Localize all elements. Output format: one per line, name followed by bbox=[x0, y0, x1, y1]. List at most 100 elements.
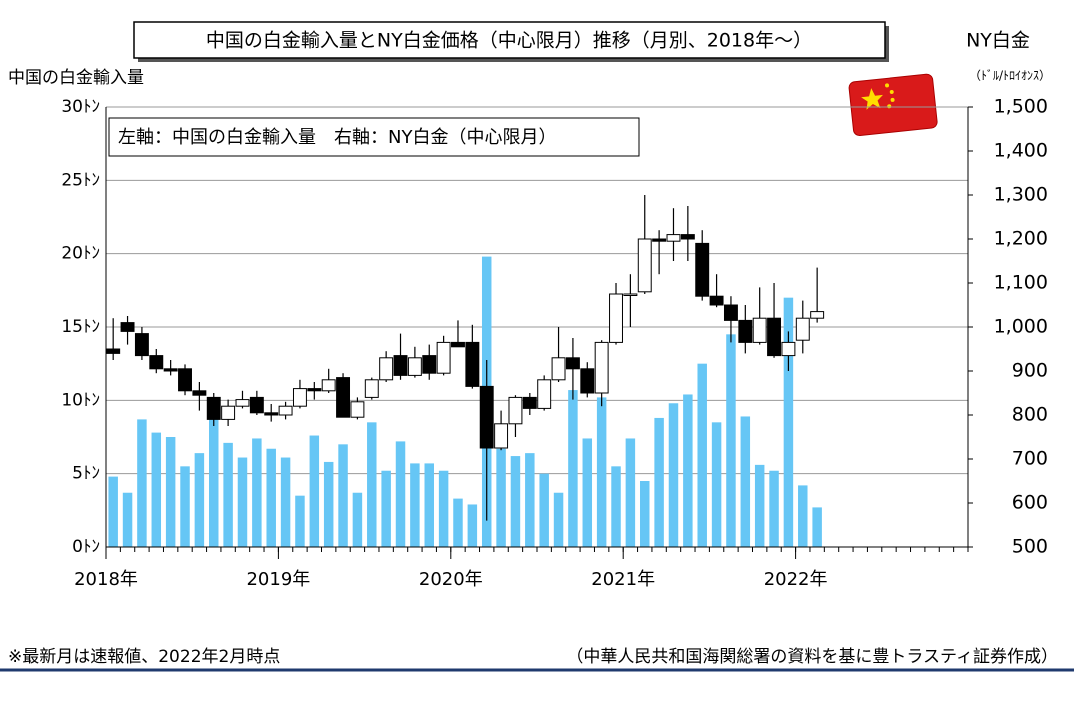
candle-body bbox=[350, 401, 365, 418]
y2-axis-label: NY白金 bbox=[966, 30, 1030, 52]
bar bbox=[683, 394, 693, 547]
bar bbox=[352, 492, 363, 547]
candle-body bbox=[565, 357, 580, 370]
y2-tick-label: 1,500 bbox=[994, 96, 1048, 118]
x-tick-label: 2020年 bbox=[419, 569, 483, 590]
flag-body bbox=[848, 73, 938, 137]
candle-body bbox=[336, 377, 351, 418]
flag-star bbox=[885, 83, 890, 88]
flag-star bbox=[889, 89, 894, 94]
candle-body bbox=[292, 388, 307, 407]
x-tick-label: 2018年 bbox=[74, 569, 138, 590]
candle-body bbox=[537, 379, 552, 409]
candle-body bbox=[120, 322, 135, 332]
bar bbox=[295, 495, 305, 547]
bar bbox=[338, 444, 348, 547]
candle-body bbox=[767, 317, 782, 357]
bar bbox=[625, 438, 636, 547]
bar bbox=[697, 363, 707, 547]
bar bbox=[812, 507, 822, 547]
candle-body bbox=[436, 341, 451, 374]
bar bbox=[525, 453, 535, 547]
bar bbox=[568, 390, 578, 547]
bar bbox=[180, 466, 190, 547]
bar bbox=[266, 448, 276, 547]
candle-body bbox=[551, 357, 566, 381]
candle-body bbox=[752, 317, 767, 343]
y2-tick-label: 1,300 bbox=[994, 184, 1048, 206]
x-tick-label: 2021年 bbox=[591, 569, 655, 590]
y2-tick-label: 700 bbox=[1012, 448, 1048, 470]
candle-body bbox=[479, 385, 494, 449]
candle-body bbox=[134, 333, 149, 357]
bar bbox=[798, 485, 808, 547]
candle-body bbox=[321, 379, 336, 392]
bar bbox=[611, 466, 621, 547]
bar bbox=[726, 334, 736, 547]
bar bbox=[381, 470, 391, 547]
x-tick-label: 2019年 bbox=[246, 569, 310, 590]
y-axis-label: 中国の白金輸入量 bbox=[8, 68, 144, 88]
candle-body bbox=[221, 405, 236, 420]
candle-body bbox=[364, 379, 379, 398]
candle-body bbox=[623, 293, 638, 296]
candle-body bbox=[666, 234, 681, 242]
flag-star bbox=[861, 88, 883, 110]
candle-body bbox=[192, 390, 207, 396]
candle-body bbox=[594, 341, 609, 394]
candle-body bbox=[709, 295, 724, 306]
y-tick-label: 25ﾄﾝ bbox=[61, 170, 100, 190]
bar bbox=[553, 492, 564, 547]
x-tick-label: 2022年 bbox=[764, 569, 828, 590]
candle-body bbox=[422, 355, 437, 374]
bar bbox=[122, 492, 133, 547]
bar bbox=[165, 437, 176, 547]
candle-body bbox=[163, 368, 178, 372]
y-tick-label: 0ﾄﾝ bbox=[72, 537, 100, 557]
candle-body bbox=[149, 355, 164, 370]
candle-body bbox=[695, 242, 710, 297]
candle-body bbox=[508, 396, 523, 425]
bar bbox=[209, 417, 219, 547]
bar bbox=[783, 297, 794, 547]
y2-tick-label: 1,000 bbox=[994, 316, 1048, 338]
candle-body bbox=[652, 238, 667, 242]
candle-body bbox=[795, 317, 810, 341]
bar bbox=[467, 504, 478, 547]
y-tick-label: 30ﾄﾝ bbox=[61, 97, 100, 117]
candle-body bbox=[781, 341, 796, 357]
candle-body bbox=[522, 396, 537, 409]
candle-body bbox=[278, 405, 293, 416]
candle-body bbox=[738, 319, 753, 343]
bar bbox=[668, 403, 679, 547]
y2-tick-label: 1,400 bbox=[994, 140, 1048, 162]
y2-tick-label: 1,200 bbox=[994, 228, 1048, 250]
title-box bbox=[133, 21, 886, 59]
footnote: ※最新月は速報値、2022年2月時点 bbox=[8, 647, 280, 667]
bar bbox=[640, 481, 650, 547]
candle-body bbox=[451, 341, 465, 348]
bar bbox=[108, 476, 118, 547]
bar bbox=[596, 397, 607, 547]
bar bbox=[438, 470, 449, 547]
bar bbox=[496, 448, 506, 547]
candle-body bbox=[178, 368, 192, 392]
bar bbox=[280, 457, 291, 547]
bar bbox=[740, 416, 751, 547]
bar bbox=[194, 453, 205, 547]
annotation-box bbox=[108, 117, 640, 157]
chart-title: 中国の白金輸入量とNY白金価格（中心限月）推移（月別、2018年～） bbox=[206, 30, 812, 52]
bar bbox=[510, 456, 521, 547]
bar bbox=[769, 470, 779, 547]
bar bbox=[137, 419, 147, 547]
y2-tick-label: 900 bbox=[1012, 360, 1048, 382]
bar bbox=[453, 498, 463, 547]
y2-tick-label: 500 bbox=[1012, 536, 1048, 558]
candle-body bbox=[407, 357, 422, 376]
y-tick-label: 15ﾄﾝ bbox=[61, 317, 100, 337]
bar bbox=[754, 464, 765, 547]
bar bbox=[711, 422, 722, 547]
y-tick-label: 10ﾄﾝ bbox=[61, 390, 100, 410]
flag-star bbox=[890, 97, 895, 102]
candle-body bbox=[249, 396, 264, 414]
